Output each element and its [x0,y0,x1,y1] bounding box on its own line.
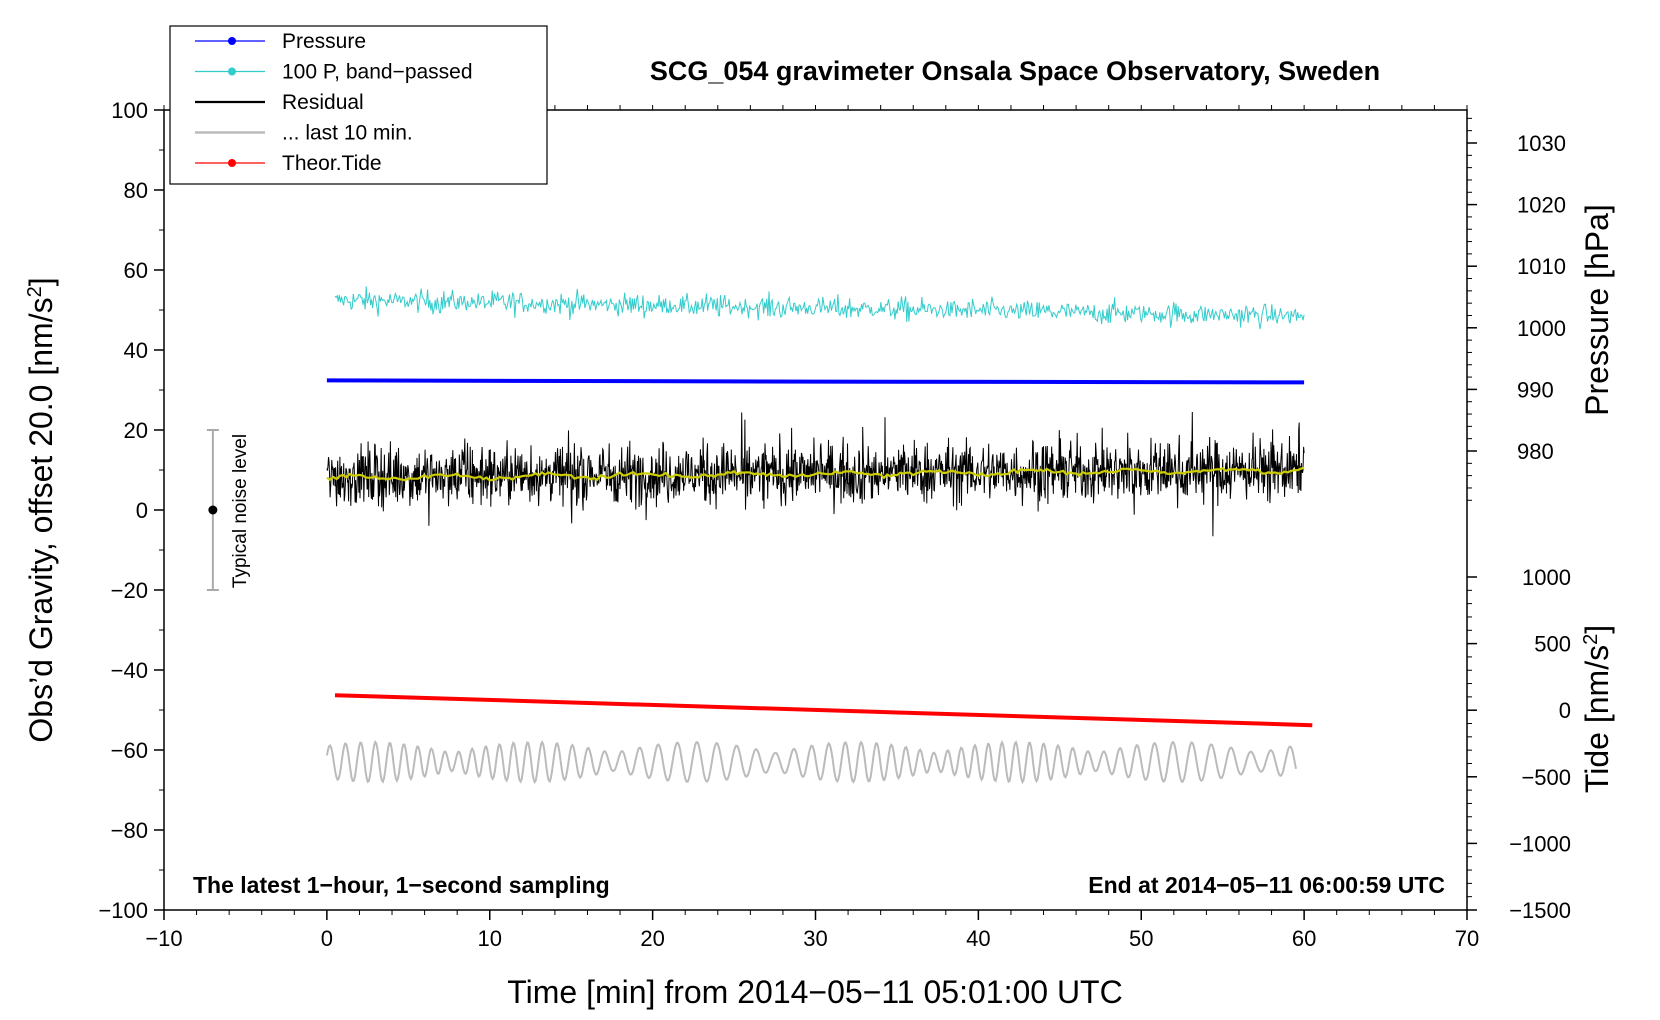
legend-label: Theor.Tide [282,152,382,175]
y-tick-label: 0 [136,498,148,523]
noise-bar-center [208,505,218,515]
y-tick-label: 100 [111,98,148,123]
tide-tick-label: −1000 [1509,831,1571,856]
y-tick-label: −80 [111,818,148,843]
end-time-note: End at 2014−05−11 06:00:59 UTC [1088,872,1445,898]
tide-tick-label: 0 [1559,698,1571,723]
series-residual [326,411,1305,537]
legend-box [169,25,548,185]
pressure-tick-label: 1030 [1517,131,1566,156]
chart-title: SCG_054 gravimeter Onsala Space Observat… [650,56,1380,86]
y-tick-label: 40 [124,338,148,363]
series-layer [206,286,1313,785]
pressure-tick-label: 990 [1517,377,1554,402]
y-tick-label: −20 [111,578,148,603]
x-tick-label: 10 [478,926,502,951]
legend-marker [228,37,236,45]
legend-label: 100 P, band−passed [282,61,473,84]
x-tick-label: 30 [803,926,827,951]
pressure-tick-label: 1010 [1517,254,1566,279]
legend-label: ... last 10 min. [282,122,413,145]
x-tick-label: 20 [640,926,664,951]
noise-level-label: Typical noise level [230,434,251,588]
sampling-note: The latest 1−hour, 1−second sampling [193,872,610,898]
plot-frame [163,109,1468,911]
tide-axis-title: Tide [nm/s2] [1579,625,1615,793]
y-tick-label: −60 [111,738,148,763]
y-tick-label: −100 [98,898,148,923]
series-last-10-min [325,739,1297,785]
pressure-tick-label: 1020 [1517,193,1566,218]
tide-tick-label: 500 [1534,632,1571,657]
series-band-passed-pressure [334,286,1305,330]
tick-labels: −10 0 10 20 30 40 50 60 70−100−80−60−40−20020406… [98,98,1571,951]
y-tick-label: −40 [111,658,148,683]
pressure-tick-label: 1000 [1517,316,1566,341]
axis-ticks [154,105,1477,920]
x-tick-label: 0 [321,926,333,951]
x-tick-label: 70 [1455,926,1479,951]
legend: Pressure 100 P, band−passed Residual ... la… [169,25,548,185]
x-tick-label: 50 [1129,926,1153,951]
series-residual-smoothed [326,466,1305,482]
y-tick-label: 80 [124,178,148,203]
y-tick-label: 60 [124,258,148,283]
series-theoretical-tide [334,693,1313,728]
series-pressure [326,378,1305,385]
x-tick-label: −10 [145,926,182,951]
pressure-axis-title: Pressure [hPa] [1579,204,1615,416]
tide-tick-label: 1000 [1522,565,1571,590]
tide-tick-label: −500 [1521,765,1571,790]
x-axis-title: Time [min] from 2014−05−11 05:01:00 UTC [507,974,1122,1010]
legend-marker [228,159,236,167]
legend-label: Residual [282,91,364,114]
y-axis-title: Obs’d Gravity, offset 20.0 [nm/s2] [23,277,59,742]
x-tick-label: 60 [1292,926,1316,951]
legend-label: Pressure [282,30,366,53]
legend-marker [228,67,236,76]
y-tick-label: 20 [124,418,148,443]
tide-tick-label: −1500 [1509,898,1571,923]
pressure-tick-label: 980 [1517,439,1554,464]
x-tick-label: 40 [966,926,990,951]
